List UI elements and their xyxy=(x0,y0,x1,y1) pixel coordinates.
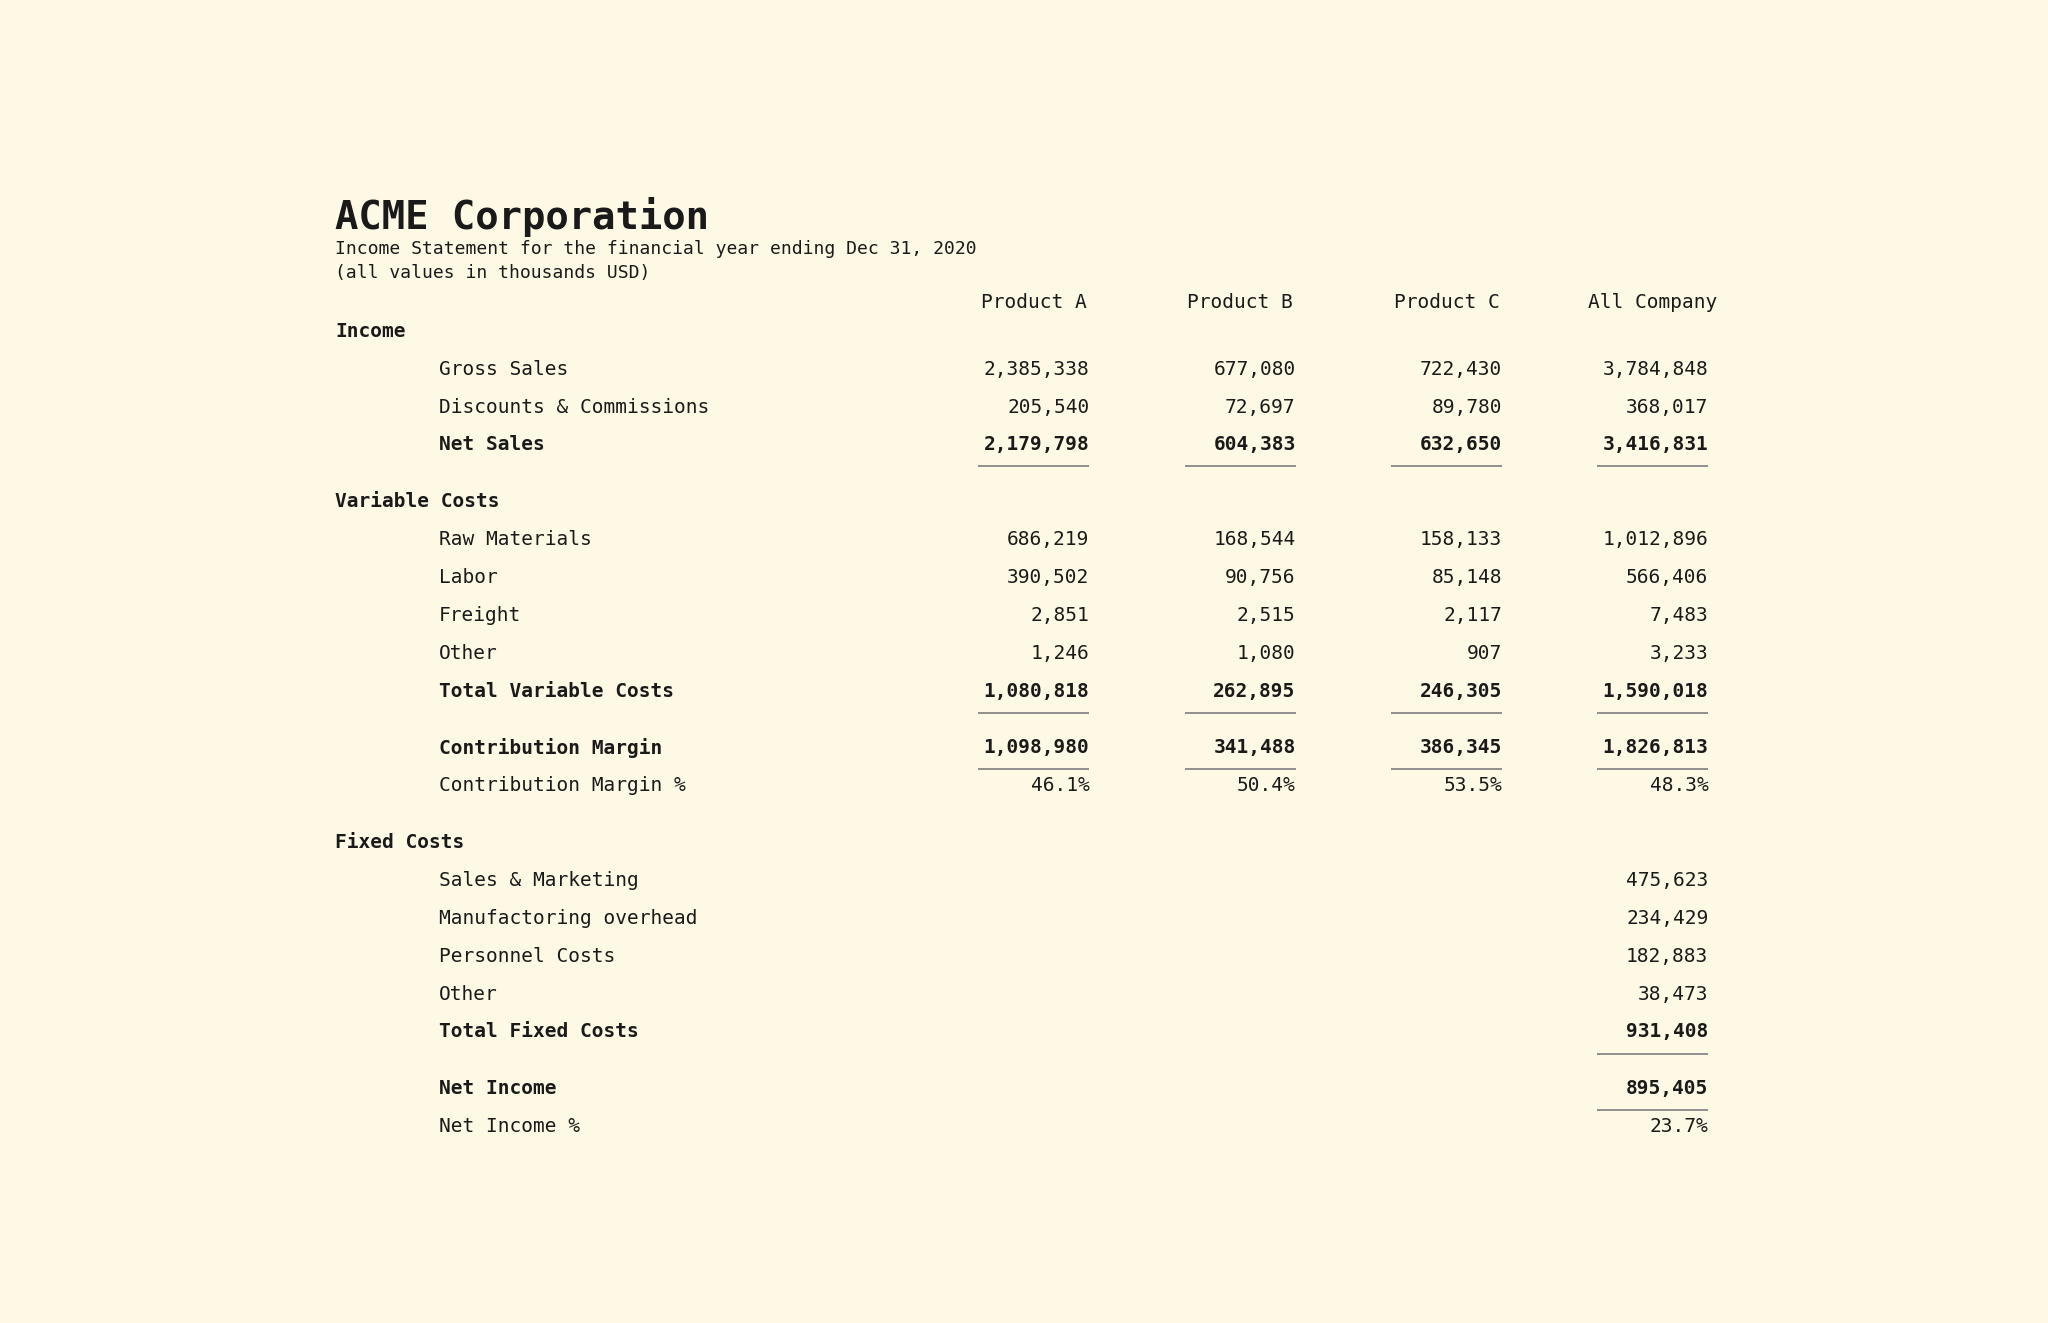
Text: 262,895: 262,895 xyxy=(1212,681,1296,701)
Text: Product C: Product C xyxy=(1393,294,1499,312)
Text: Total Fixed Costs: Total Fixed Costs xyxy=(438,1023,639,1041)
Text: 85,148: 85,148 xyxy=(1432,568,1501,587)
Text: 89,780: 89,780 xyxy=(1432,397,1501,417)
Text: 23.7%: 23.7% xyxy=(1649,1117,1708,1136)
Text: 686,219: 686,219 xyxy=(1008,531,1090,549)
Text: 2,179,798: 2,179,798 xyxy=(983,435,1090,454)
Text: 1,080: 1,080 xyxy=(1237,644,1296,663)
Text: 48.3%: 48.3% xyxy=(1649,777,1708,795)
Text: 1,590,018: 1,590,018 xyxy=(1602,681,1708,701)
Text: 722,430: 722,430 xyxy=(1419,360,1501,378)
Text: 205,540: 205,540 xyxy=(1008,397,1090,417)
Text: Contribution Margin %: Contribution Margin % xyxy=(438,777,686,795)
Text: Fixed Costs: Fixed Costs xyxy=(336,833,465,852)
Text: 368,017: 368,017 xyxy=(1626,397,1708,417)
Text: 3,416,831: 3,416,831 xyxy=(1602,435,1708,454)
Text: Net Income: Net Income xyxy=(438,1080,555,1098)
Text: 895,405: 895,405 xyxy=(1626,1080,1708,1098)
Text: 931,408: 931,408 xyxy=(1626,1023,1708,1041)
Text: Discounts & Commissions: Discounts & Commissions xyxy=(438,397,709,417)
Text: 182,883: 182,883 xyxy=(1626,947,1708,966)
Text: Product A: Product A xyxy=(981,294,1087,312)
Text: 475,623: 475,623 xyxy=(1626,871,1708,890)
Text: Contribution Margin: Contribution Margin xyxy=(438,738,662,758)
Text: 1,098,980: 1,098,980 xyxy=(983,738,1090,757)
Text: 90,756: 90,756 xyxy=(1225,568,1296,587)
Text: 72,697: 72,697 xyxy=(1225,397,1296,417)
Text: (all values in thousands USD): (all values in thousands USD) xyxy=(336,263,651,282)
Text: 3,784,848: 3,784,848 xyxy=(1602,360,1708,378)
Text: Other: Other xyxy=(438,644,498,663)
Text: 50.4%: 50.4% xyxy=(1237,777,1296,795)
Text: 341,488: 341,488 xyxy=(1212,738,1296,757)
Text: ACME Corporation: ACME Corporation xyxy=(336,197,709,237)
Text: 46.1%: 46.1% xyxy=(1030,777,1090,795)
Text: 1,012,896: 1,012,896 xyxy=(1602,531,1708,549)
Text: All Company: All Company xyxy=(1587,294,1718,312)
Text: Raw Materials: Raw Materials xyxy=(438,531,592,549)
Text: 38,473: 38,473 xyxy=(1638,984,1708,1004)
Text: 1,246: 1,246 xyxy=(1030,644,1090,663)
Text: Net Sales: Net Sales xyxy=(438,435,545,454)
Text: Personnel Costs: Personnel Costs xyxy=(438,947,614,966)
Text: 53.5%: 53.5% xyxy=(1444,777,1501,795)
Text: Freight: Freight xyxy=(438,606,520,624)
Text: 168,544: 168,544 xyxy=(1212,531,1296,549)
Text: 7,483: 7,483 xyxy=(1649,606,1708,624)
Text: 3,233: 3,233 xyxy=(1649,644,1708,663)
Text: 677,080: 677,080 xyxy=(1212,360,1296,378)
Text: 386,345: 386,345 xyxy=(1419,738,1501,757)
Text: 2,515: 2,515 xyxy=(1237,606,1296,624)
Text: Manufactoring overhead: Manufactoring overhead xyxy=(438,909,696,927)
Text: Sales & Marketing: Sales & Marketing xyxy=(438,871,639,890)
Text: Product B: Product B xyxy=(1188,294,1292,312)
Text: 1,826,813: 1,826,813 xyxy=(1602,738,1708,757)
Text: Variable Costs: Variable Costs xyxy=(336,492,500,511)
Text: Income Statement for the financial year ending Dec 31, 2020: Income Statement for the financial year … xyxy=(336,241,977,258)
Text: 2,385,338: 2,385,338 xyxy=(983,360,1090,378)
Text: 1,080,818: 1,080,818 xyxy=(983,681,1090,701)
Text: Labor: Labor xyxy=(438,568,498,587)
Text: 234,429: 234,429 xyxy=(1626,909,1708,927)
Text: Income: Income xyxy=(336,321,406,341)
Text: 2,117: 2,117 xyxy=(1444,606,1501,624)
Text: 246,305: 246,305 xyxy=(1419,681,1501,701)
Text: 907: 907 xyxy=(1466,644,1501,663)
Text: 158,133: 158,133 xyxy=(1419,531,1501,549)
Text: Gross Sales: Gross Sales xyxy=(438,360,567,378)
Text: Net Income %: Net Income % xyxy=(438,1117,580,1136)
Text: 566,406: 566,406 xyxy=(1626,568,1708,587)
Text: Total Variable Costs: Total Variable Costs xyxy=(438,681,674,701)
Text: 2,851: 2,851 xyxy=(1030,606,1090,624)
Text: 390,502: 390,502 xyxy=(1008,568,1090,587)
Text: 604,383: 604,383 xyxy=(1212,435,1296,454)
Text: 632,650: 632,650 xyxy=(1419,435,1501,454)
Text: Other: Other xyxy=(438,984,498,1004)
